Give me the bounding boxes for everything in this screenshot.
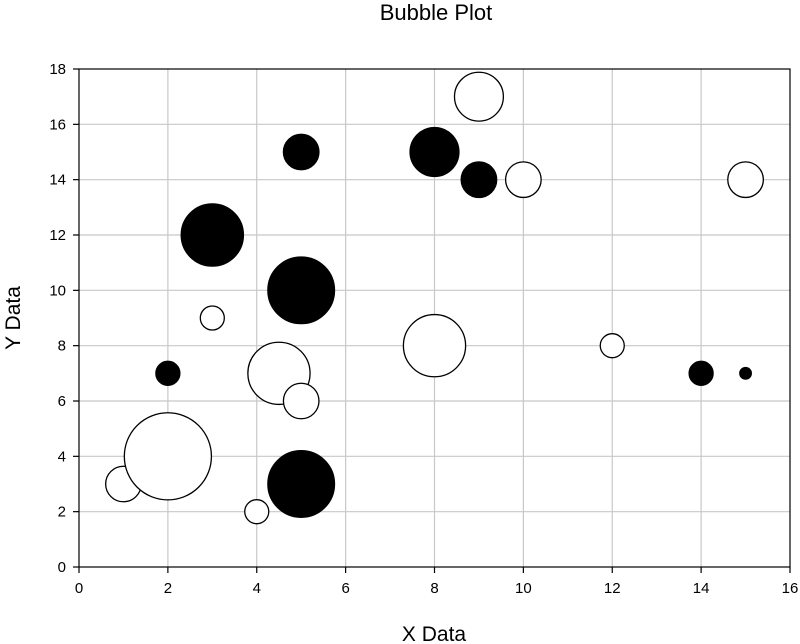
filled-bubble bbox=[267, 450, 336, 518]
y-tick-label: 8 bbox=[58, 338, 66, 355]
open-bubble bbox=[402, 313, 467, 378]
x-tick-label: 2 bbox=[164, 580, 172, 597]
y-axis-label: Y Data bbox=[2, 286, 25, 350]
open-bubble bbox=[199, 305, 225, 331]
y-tick-label: 6 bbox=[58, 393, 66, 410]
filled-bubble bbox=[739, 366, 752, 380]
x-tick-label: 12 bbox=[604, 580, 621, 597]
y-tick-label: 12 bbox=[49, 227, 66, 244]
y-tick-label: 14 bbox=[49, 172, 66, 189]
filled-bubble bbox=[688, 360, 714, 386]
open-bubble bbox=[504, 161, 542, 199]
x-tick-label: 10 bbox=[515, 580, 532, 597]
y-tick-label: 18 bbox=[49, 61, 66, 78]
y-tick-label: 2 bbox=[58, 504, 66, 521]
y-tick-label: 16 bbox=[49, 116, 66, 133]
grid bbox=[79, 69, 790, 567]
filled-bubble bbox=[155, 360, 181, 386]
x-tick-label: 6 bbox=[341, 580, 349, 597]
open-bubble bbox=[453, 71, 505, 122]
x-axis-label: X Data bbox=[402, 623, 467, 644]
x-tick-label: 4 bbox=[253, 580, 261, 597]
y-tick-label: 0 bbox=[58, 559, 66, 576]
y-tick-label: 4 bbox=[58, 448, 66, 465]
bubble-layer bbox=[105, 71, 764, 525]
filled-bubble bbox=[180, 203, 245, 267]
x-tick-label: 16 bbox=[782, 580, 799, 597]
y-tick-label: 10 bbox=[49, 282, 66, 299]
filled-bubble bbox=[460, 161, 498, 199]
open-bubble bbox=[282, 382, 320, 420]
x-tick-label: 14 bbox=[693, 580, 710, 597]
open-bubble bbox=[123, 412, 213, 501]
filled-bubble bbox=[282, 133, 320, 171]
open-bubble bbox=[244, 499, 270, 525]
chart-title: Bubble Plot bbox=[380, 0, 493, 25]
filled-bubble bbox=[267, 256, 336, 325]
open-bubble bbox=[727, 161, 764, 199]
axis-ticks: 0 2 4 6 8 10 12 14 16 0 2 4 6 8 10 12 14 16 18 bbox=[49, 61, 798, 597]
x-tick-label: 0 bbox=[75, 580, 83, 597]
x-tick-label: 8 bbox=[430, 580, 438, 597]
filled-bubble bbox=[409, 126, 460, 178]
open-bubble bbox=[599, 333, 625, 359]
